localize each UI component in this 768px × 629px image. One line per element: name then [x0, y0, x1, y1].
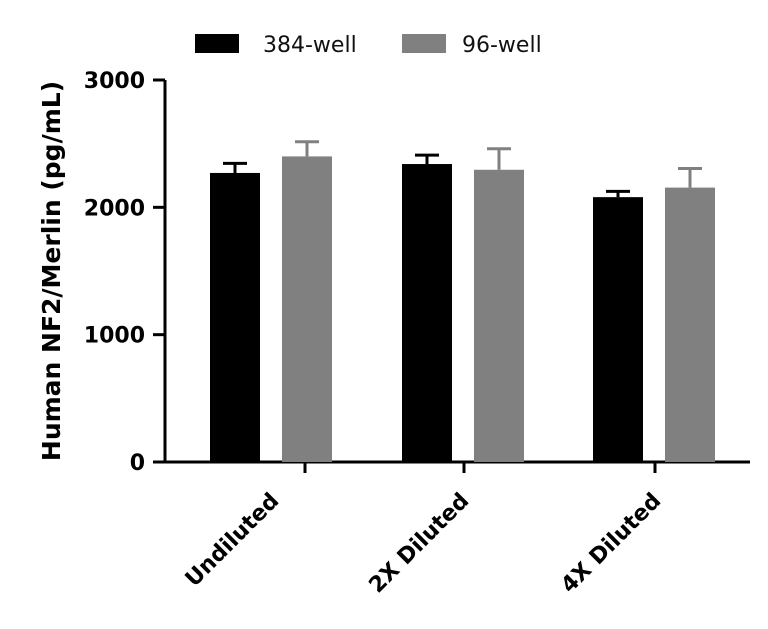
x-axis: Undiluted 2X Diluted 4X Diluted — [163, 460, 750, 599]
legend-swatch-0 — [195, 34, 239, 53]
bar-0-0 — [210, 172, 260, 462]
error-bars — [223, 140, 702, 198]
bar-1-0 — [282, 156, 332, 462]
legend: 384-well 96-well — [195, 33, 542, 58]
bar-1-2 — [665, 187, 715, 462]
y-tick-label-1: 1000 — [84, 324, 145, 349]
bar-1-1 — [474, 169, 524, 462]
legend-swatch-1 — [402, 34, 446, 53]
y-tick-label-0: 0 — [130, 451, 145, 476]
x-tick-label-0: Undiluted — [181, 489, 284, 592]
y-tick-label-2: 2000 — [84, 196, 145, 221]
bar-0-2 — [593, 197, 643, 462]
legend-label-0: 384-well — [263, 33, 357, 58]
x-tick-label-1: 2X Diluted — [365, 489, 475, 599]
bar-0-1 — [402, 164, 452, 463]
legend-label-1: 96-well — [462, 33, 542, 58]
y-axis: 0 1000 2000 3000 — [84, 69, 167, 476]
y-tick-label-3: 3000 — [84, 69, 145, 94]
bars — [210, 156, 715, 463]
y-axis-label: Human NF2/Merlin (pg/mL) — [37, 81, 66, 461]
x-tick-label-2: 4X Diluted — [557, 489, 667, 599]
